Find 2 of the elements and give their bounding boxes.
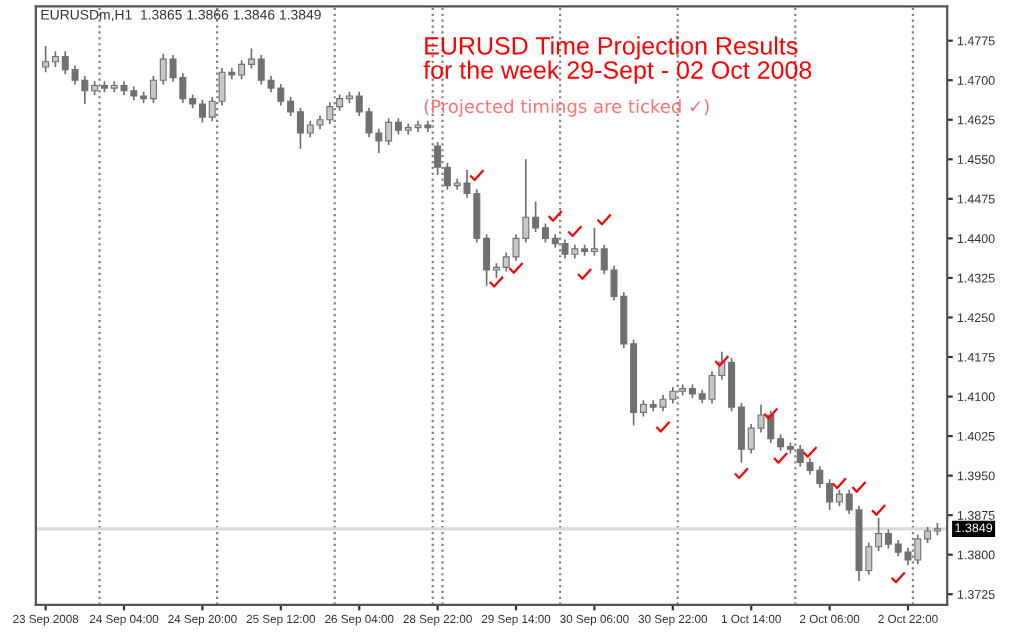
text: EURUSD Time Projection Results for the week 29-Sept - 02 Oct 2008	[423, 36, 812, 84]
text: (Projected timings are ticked ✓)	[424, 99, 709, 117]
